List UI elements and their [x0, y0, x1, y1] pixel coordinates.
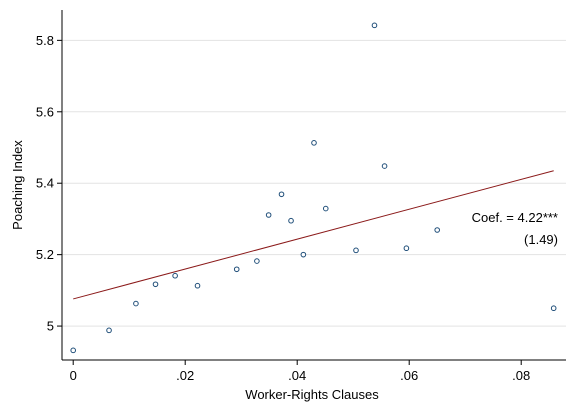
data-point — [233, 266, 240, 273]
data-point — [70, 347, 76, 354]
y-tick-label: 5 — [47, 319, 54, 334]
y-axis-label: Poaching Index — [10, 140, 25, 230]
data-points — [70, 22, 557, 354]
data-point — [152, 281, 159, 288]
y-tick-label: 5.2 — [36, 247, 54, 262]
x-tick-label: .04 — [288, 368, 306, 383]
x-tick-label: .06 — [400, 368, 418, 383]
x-tick-label: .08 — [512, 368, 530, 383]
data-point — [172, 272, 178, 279]
x-tick-label: 0 — [70, 368, 77, 383]
data-point — [300, 251, 307, 258]
data-point — [403, 245, 410, 252]
gridlines — [62, 39, 566, 327]
axes — [57, 10, 566, 365]
data-point — [371, 22, 378, 29]
y-tick-label: 5.6 — [36, 104, 54, 119]
data-point — [254, 258, 260, 264]
data-point — [133, 300, 139, 307]
fitted-line — [73, 170, 554, 300]
data-point — [381, 163, 388, 169]
data-point — [288, 217, 294, 224]
fit-line-layer — [73, 170, 554, 300]
data-point — [353, 247, 359, 254]
data-point — [322, 205, 329, 212]
data-point — [106, 327, 112, 334]
data-point — [265, 212, 272, 218]
y-tick-label: 5.8 — [36, 33, 54, 48]
standard-error-annotation: (1.49) — [524, 232, 558, 247]
tick-labels: 5 5.2 5.4 5.6 5.8 0 .02 .04 .06 .08 — [36, 33, 530, 383]
y-tick-label: 5.4 — [36, 176, 54, 191]
coefficient-annotation: Coef. = 4.22*** — [472, 210, 558, 225]
data-point — [434, 227, 441, 233]
data-point — [278, 191, 285, 198]
data-point — [311, 140, 317, 146]
x-tick-label: .02 — [176, 368, 194, 383]
data-point — [550, 305, 557, 312]
data-point — [194, 282, 201, 289]
x-axis-label: Worker-Rights Clauses — [245, 387, 379, 402]
